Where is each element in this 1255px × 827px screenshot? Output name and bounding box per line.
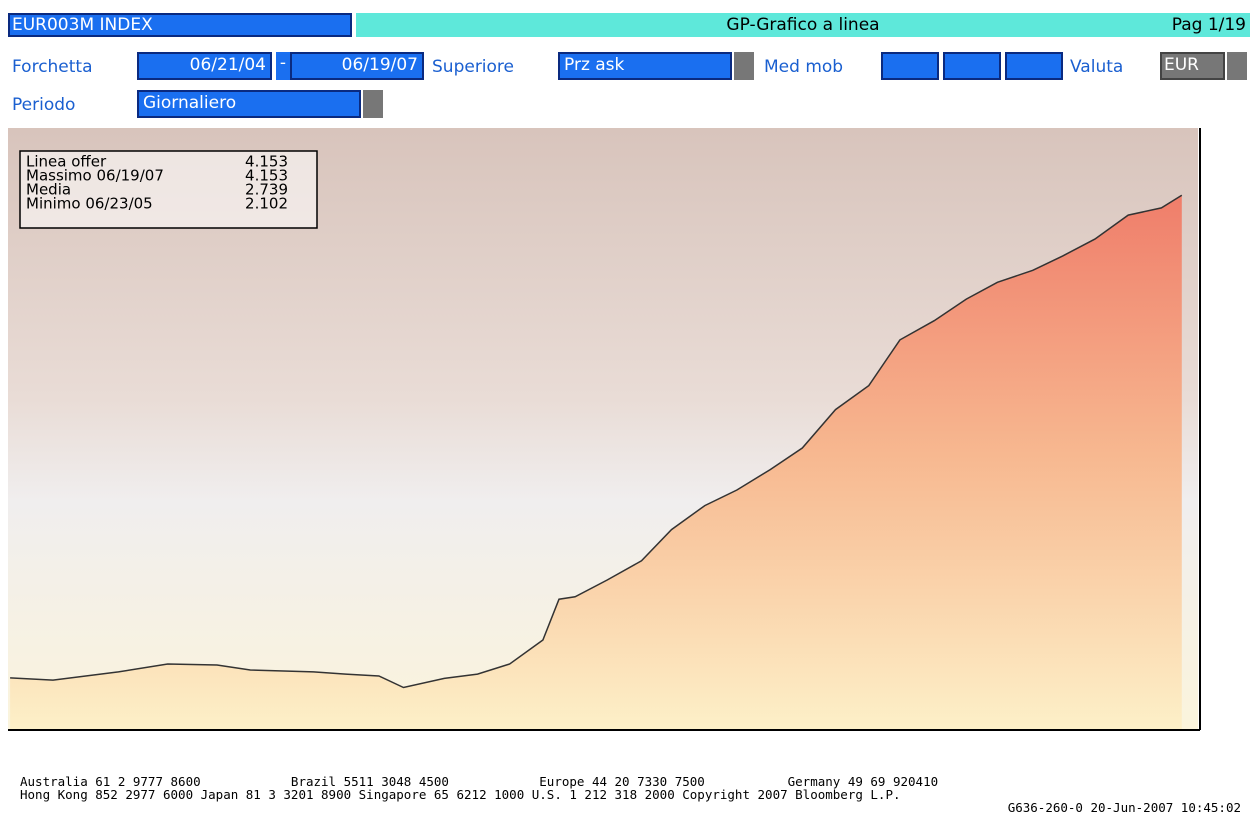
dash: - <box>276 52 290 80</box>
dropdown[interactable] <box>363 90 383 118</box>
function-title: GP-Grafico a linea <box>726 15 880 35</box>
date-field[interactable]: 06/19/07 <box>290 52 424 80</box>
area <box>10 195 1182 730</box>
line <box>10 194 1183 689</box>
stats-box <box>19 150 318 229</box>
stat-value: 2.102 <box>245 195 288 213</box>
stat-label: Linea offer <box>26 153 107 171</box>
date-field[interactable]: 06/21/04 <box>137 52 272 80</box>
label: Forchetta <box>12 57 93 77</box>
footer-line: Australia 61 2 9777 8600 Brazil 5511 304… <box>20 774 939 789</box>
currency-field[interactable]: EUR <box>1160 52 1225 80</box>
field[interactable]: Prz ask <box>558 52 732 80</box>
stat-label: Minimo 06/23/05 <box>26 195 153 213</box>
label: Med mob <box>764 57 844 77</box>
field[interactable] <box>881 52 939 80</box>
footer-line: G636-260-0 20-Jun-2007 10:45:02 <box>1007 800 1241 815</box>
footer-line: Hong Kong 852 2977 6000 Japan 81 3 3201 … <box>20 787 901 802</box>
title-bar <box>356 13 1250 37</box>
stat-label: Massimo 06/19/07 <box>26 167 164 185</box>
label: Valuta <box>1070 57 1124 77</box>
stat-value: 4.153 <box>245 167 288 185</box>
ticker[interactable]: EUR003M INDEX <box>8 13 352 37</box>
dropdown[interactable] <box>1227 52 1247 80</box>
stat-value: 2.739 <box>245 181 288 199</box>
field[interactable] <box>943 52 1001 80</box>
dropdown[interactable] <box>734 52 754 80</box>
page-indicator: Pag 1/19 <box>1171 15 1246 35</box>
label: Superiore <box>432 57 515 77</box>
stat-value: 4.153 <box>245 153 288 171</box>
field[interactable]: Giornaliero <box>137 90 361 118</box>
stat-label: Media <box>26 181 71 199</box>
label: Periodo <box>12 95 76 115</box>
field[interactable] <box>1005 52 1063 80</box>
